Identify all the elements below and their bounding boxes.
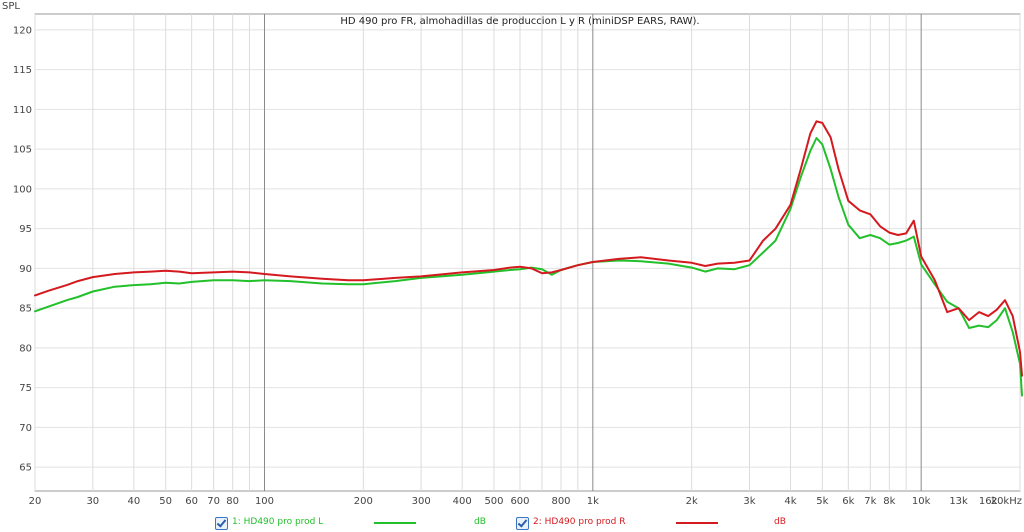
legend-unit-r: dB: [774, 517, 786, 527]
y-tick-label: 115: [13, 65, 32, 76]
x-tick-label: 600: [510, 496, 529, 507]
x-tick-label: 2k: [686, 496, 698, 507]
y-axis-label: SPL: [2, 1, 20, 12]
x-tick-label: 5k: [816, 496, 828, 507]
x-tick-label: 10k: [912, 496, 931, 507]
y-tick-label: 70: [19, 423, 32, 434]
legend-swatch-r: [676, 522, 718, 524]
y-tick-label: 95: [19, 224, 32, 235]
series-group: [34, 120, 1023, 397]
x-tick-label: 100: [255, 496, 274, 507]
x-tick-label: 4k: [784, 496, 796, 507]
legend: 1: HD490 pro prod L dB 2: HD490 pro prod…: [0, 514, 1024, 532]
x-tick-label: 70: [207, 496, 220, 507]
x-tick-label: 3k: [743, 496, 755, 507]
x-tick-label: 300: [412, 496, 431, 507]
x-axis-ticks: 20 30 40 50 60 70 80 100 200 300 400 500 600 800 1k 2k 3…: [29, 496, 1022, 507]
x-tick-label: 13k: [949, 496, 968, 507]
grid: [34, 14, 1021, 491]
x-tick-label: 20: [29, 496, 42, 507]
chart-title: HD 490 pro FR, almohadillas de produccio…: [340, 16, 699, 27]
x-tick-label: 40: [127, 496, 140, 507]
x-tick-label: 500: [484, 496, 503, 507]
x-tick-label: 1k: [587, 496, 599, 507]
y-tick-label: 105: [13, 145, 32, 156]
x-tick-label: 20kHz: [991, 496, 1022, 507]
y-tick-label: 90: [19, 264, 32, 275]
x-tick-label: 16k: [979, 496, 998, 507]
x-tick-label: 6k: [842, 496, 854, 507]
legend-unit-l: dB: [474, 517, 486, 527]
x-tick-label: 80: [226, 496, 239, 507]
y-tick-label: 75: [19, 383, 32, 394]
y-tick-label: 85: [19, 304, 32, 315]
y-tick-label: 100: [13, 184, 32, 195]
legend-label-l: 1: HD490 pro prod L: [232, 517, 324, 527]
x-tick-label: 200: [354, 496, 373, 507]
y-axis-ticks: 65 70 75 80 85 90 95 100 105 110 115 120: [13, 25, 32, 473]
series-line-l: [34, 137, 1023, 397]
x-tick-label: 800: [551, 496, 570, 507]
y-tick-label: 80: [19, 343, 32, 354]
y-tick-label: 110: [13, 105, 32, 116]
series-line-r: [34, 120, 1023, 377]
legend-checkbox-l[interactable]: [215, 517, 228, 530]
legend-checkbox-r[interactable]: [516, 517, 529, 530]
legend-label-r: 2: HD490 pro prod R: [533, 517, 626, 527]
x-tick-label: 60: [185, 496, 198, 507]
legend-swatch-l: [374, 522, 416, 524]
x-tick-label: 50: [159, 496, 172, 507]
y-tick-label: 65: [19, 463, 32, 474]
y-tick-label: 120: [13, 25, 32, 36]
x-tick-label: 400: [453, 496, 472, 507]
plot-area: [34, 13, 1021, 492]
x-tick-label: 7k: [864, 496, 876, 507]
frequency-response-chart: 65 70 75 80 85 90 95 100 105 110 115 120 20 30 40 50 60…: [2, 1, 1023, 507]
x-tick-label: 8k: [883, 496, 895, 507]
x-tick-label: 30: [86, 496, 99, 507]
